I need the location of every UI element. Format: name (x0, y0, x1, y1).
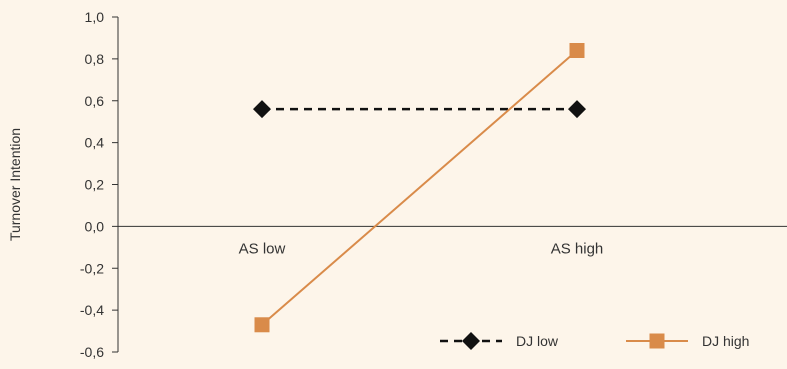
data-point (254, 317, 270, 333)
legend-label: DJ high (702, 333, 749, 349)
series-group (253, 43, 586, 333)
legend-marker (649, 333, 665, 349)
series-dj-low (253, 100, 586, 119)
y-tick-label: 0,6 (85, 93, 105, 109)
y-tick-label: 0,2 (85, 177, 105, 193)
y-tick-label: 1,0 (85, 9, 105, 25)
legend: DJ low DJ high (440, 332, 749, 350)
x-category-label: AS low (239, 240, 286, 257)
y-tick-label: -0,6 (80, 344, 104, 360)
data-point (568, 100, 586, 119)
data-point (569, 43, 585, 58)
y-tick-label: 0,8 (85, 51, 105, 67)
legend-item: DJ high (626, 333, 749, 349)
x-category-label: AS high (551, 240, 604, 257)
legend-label: DJ low (516, 333, 559, 349)
y-axis-ticks: 1,0 0,8 0,6 0,4 0,2 0,0 -0,2 -0,4 -0,6 (80, 9, 118, 360)
legend-marker (462, 332, 480, 350)
y-tick-label: -0,4 (80, 302, 104, 318)
series-line (261, 49, 578, 326)
data-point (253, 100, 271, 119)
legend-item: DJ low (440, 332, 559, 350)
x-axis-categories: AS low AS high (239, 240, 604, 257)
y-axis-title: Turnover Intention (7, 128, 23, 241)
series-dj-high (254, 43, 585, 333)
y-tick-label: 0,4 (85, 135, 105, 151)
y-tick-label: -0,2 (80, 260, 104, 276)
y-tick-label: 0,0 (85, 218, 105, 234)
